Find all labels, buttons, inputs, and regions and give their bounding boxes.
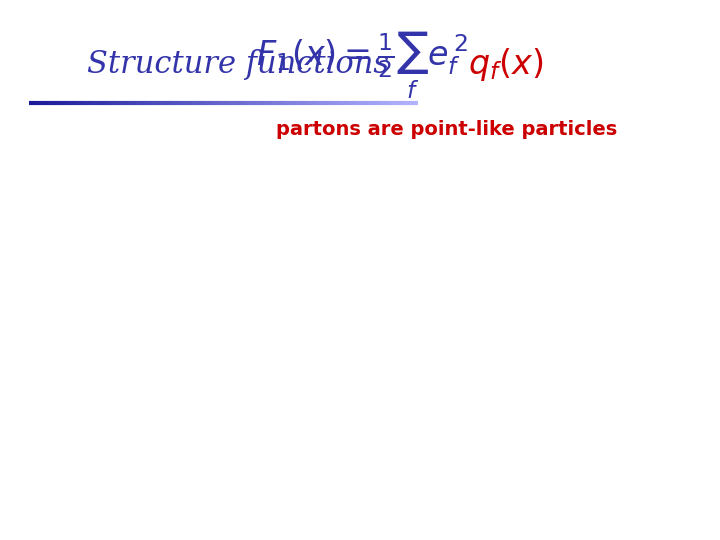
Text: partons are point-like particles: partons are point-like particles [276,120,617,139]
Text: Structure functions: Structure functions [86,49,389,80]
Text: $F_1(x) = \frac{1}{2}\sum_f e_f^{\,2}\,$: $F_1(x) = \frac{1}{2}\sum_f e_f^{\,2}\,$ [256,29,468,100]
Text: $q_f(x)$: $q_f(x)$ [468,46,544,83]
